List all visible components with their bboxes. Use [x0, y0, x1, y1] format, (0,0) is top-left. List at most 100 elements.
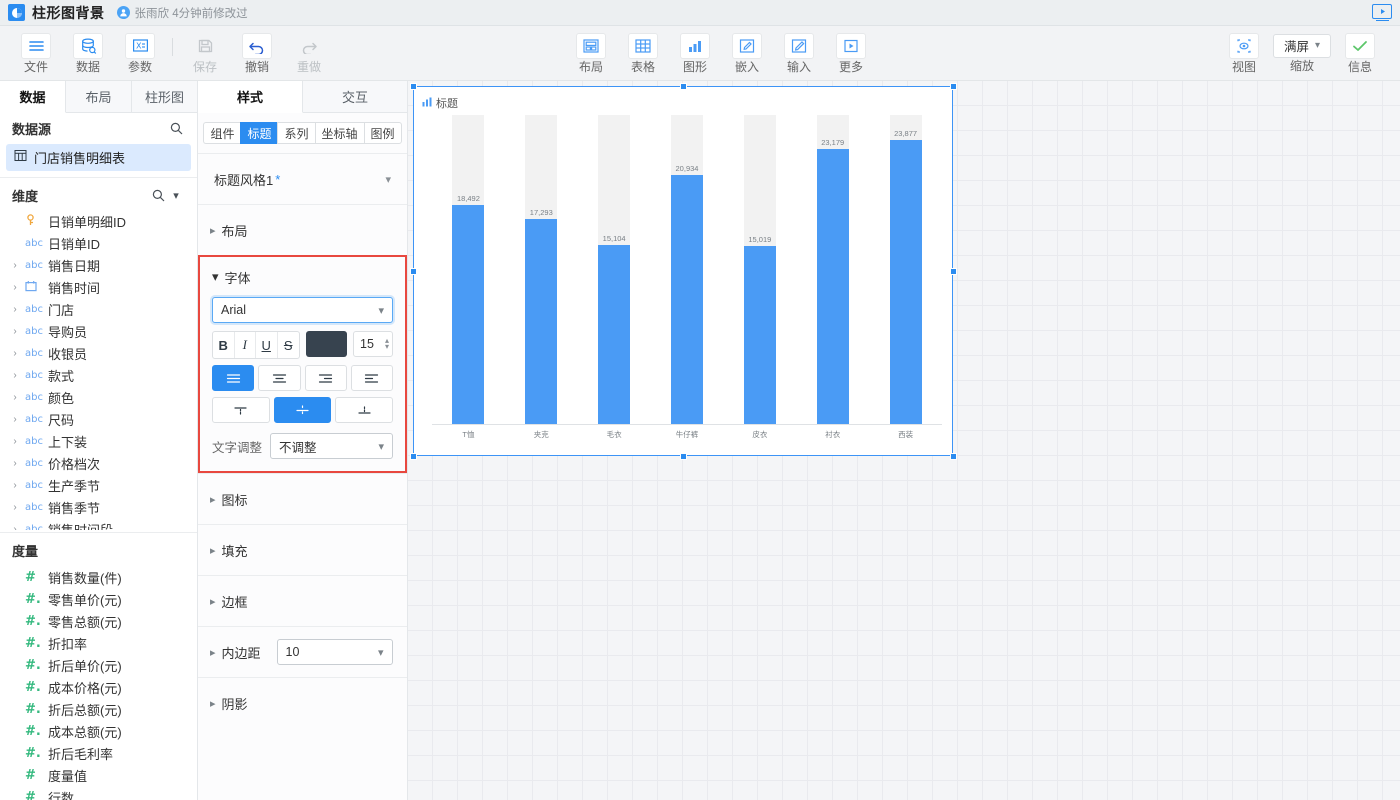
toolbar-item-redo[interactable]: 重做	[283, 33, 335, 74]
toolbar-item-graph[interactable]: 图形	[669, 32, 721, 74]
section-layout[interactable]: ▸ 布局	[198, 204, 407, 255]
tab-style[interactable]: 样式	[198, 81, 303, 113]
resize-handle-middle-right[interactable]	[950, 268, 957, 275]
dimension-field[interactable]: › 销售时间	[0, 277, 197, 299]
present-button[interactable]	[1372, 3, 1392, 22]
dimension-field[interactable]: › abc 生产季节	[0, 475, 197, 497]
dimension-field[interactable]: › abc 价格档次	[0, 453, 197, 475]
strikethrough-button[interactable]: S	[283, 337, 293, 353]
toolbar-item-undo[interactable]: 撤销	[231, 32, 283, 74]
align-center-button[interactable]	[258, 365, 301, 391]
chart-bar-cell[interactable]: 17,293	[505, 115, 578, 425]
section-fill-header[interactable]: ▸ 填充	[198, 525, 407, 575]
toolbar-item-info[interactable]: 信息	[1334, 32, 1386, 74]
chevron-right-icon[interactable]: ›	[13, 370, 17, 382]
measure-field[interactable]: # 度量值	[0, 764, 197, 786]
chart-title[interactable]: 标题	[422, 95, 458, 111]
chart-bar[interactable]	[671, 175, 703, 425]
chevron-down-icon[interactable]: ▾	[173, 189, 179, 202]
section-layout-header[interactable]: ▸ 布局	[198, 205, 407, 255]
measure-field[interactable]: #. 折后毛利率	[0, 742, 197, 764]
align-left-button[interactable]	[350, 365, 393, 391]
resize-handle-bottom-left[interactable]	[410, 453, 417, 460]
section-shadow[interactable]: ▸ 阴影	[198, 677, 407, 728]
dimension-field[interactable]: › abc 门店	[0, 299, 197, 321]
stepper-arrows-icon[interactable]: ▴ ▾	[384, 336, 389, 351]
dimension-field[interactable]: › abc 尺码	[0, 409, 197, 431]
chevron-right-icon[interactable]: ›	[13, 436, 17, 448]
zoom-select[interactable]: 满屏 ▾	[1273, 33, 1331, 58]
chevron-right-icon[interactable]: ›	[13, 392, 17, 404]
tab-bar-chart[interactable]: 柱形图	[132, 81, 197, 113]
chart-bar-cell[interactable]: 20,934	[651, 115, 724, 425]
chevron-right-icon[interactable]: ›	[13, 326, 17, 338]
resize-handle-bottom-right[interactable]	[950, 453, 957, 460]
chart-bar-cell[interactable]: 23,179	[796, 115, 869, 425]
subtab-axis[interactable]: 坐标轴	[314, 122, 364, 144]
padding-select[interactable]: 10 ▾	[276, 639, 393, 665]
section-border-header[interactable]: ▸ 边框	[198, 576, 407, 626]
chevron-right-icon[interactable]: ›	[13, 304, 17, 316]
chevron-right-icon[interactable]: ›	[13, 260, 17, 272]
chevron-right-icon[interactable]: ›	[13, 348, 17, 360]
search-icon[interactable]	[149, 186, 167, 204]
chart-bar[interactable]	[598, 244, 631, 425]
subtab-component[interactable]: 组件	[203, 122, 241, 144]
toolbar-item-view[interactable]: 视图	[1218, 32, 1270, 74]
underline-button[interactable]: U	[256, 332, 278, 358]
font-size-stepper[interactable]: 15 ▴ ▾	[353, 331, 393, 357]
toolbar-item-layout[interactable]: 布局	[565, 32, 617, 74]
dimension-field[interactable]: › abc 上下装	[0, 431, 197, 453]
subtab-series[interactable]: 系列	[277, 122, 315, 144]
chevron-right-icon[interactable]: ›	[13, 458, 17, 470]
tab-interaction[interactable]: 交互	[303, 81, 407, 113]
measure-field[interactable]: #. 折后单价(元)	[0, 654, 197, 676]
chevron-right-icon[interactable]: ›	[13, 282, 17, 294]
dimension-field[interactable]: › abc 销售时间段	[0, 519, 197, 530]
font-color-swatch[interactable]	[305, 331, 348, 357]
datasource-item-selected[interactable]: 门店销售明细表	[6, 143, 191, 172]
measure-field[interactable]: # 销售数量(件)	[0, 566, 197, 588]
align-right-button[interactable]	[304, 365, 347, 391]
align-top-button[interactable]	[212, 397, 270, 423]
measure-field[interactable]: #. 成本总额(元)	[0, 720, 197, 742]
chart-bar-cell[interactable]: 18,492	[432, 115, 505, 425]
measure-field[interactable]: #. 成本价格(元)	[0, 676, 197, 698]
style-preset-select[interactable]: 标题风格1 * ▾	[198, 154, 407, 204]
dimension-field[interactable]: › abc 收银员	[0, 343, 197, 365]
section-padding-header[interactable]: ▸ 内边距 10 ▾	[198, 627, 407, 677]
measure-field[interactable]: # 行数	[0, 786, 197, 800]
chart-component[interactable]: 标题 18,492 17,293 15,104 20,934 15,019 23,179 2…	[410, 83, 957, 460]
dimension-field[interactable]: › abc 销售日期	[0, 255, 197, 277]
toolbar-item-more[interactable]: 更多	[825, 32, 877, 74]
section-border[interactable]: ▸ 边框	[198, 575, 407, 626]
chevron-right-icon[interactable]: ›	[13, 502, 17, 514]
dimension-field[interactable]: 日销单明细ID	[0, 211, 197, 233]
toolbar-item-table[interactable]: 表格	[617, 32, 669, 74]
subtab-title[interactable]: 标题	[240, 122, 278, 144]
section-padding[interactable]: ▸ 内边距 10 ▾	[198, 626, 407, 677]
chart-bar-cell[interactable]: 15,019	[723, 115, 796, 425]
chart-bar[interactable]	[816, 148, 849, 425]
toolbar-item-zoom[interactable]: 满屏 ▾ 缩放	[1270, 33, 1334, 73]
resize-handle-bottom-center[interactable]	[680, 453, 687, 460]
toolbar-item-save[interactable]: 保存	[179, 33, 231, 74]
section-icon-header[interactable]: ▸ 图标	[198, 474, 407, 524]
chart-bar[interactable]	[743, 245, 776, 425]
italic-button[interactable]: I	[235, 332, 256, 358]
resize-handle-top-center[interactable]	[680, 83, 687, 90]
section-icon[interactable]: ▸ 图标	[198, 473, 407, 524]
align-middle-button[interactable]	[273, 397, 332, 423]
chevron-down-icon[interactable]: ▾	[385, 173, 391, 186]
resize-handle-top-right[interactable]	[950, 83, 957, 90]
chart-bar-cell[interactable]: 15,104	[578, 115, 651, 425]
tab-layout[interactable]: 布局	[66, 81, 132, 113]
chevron-right-icon[interactable]: ›	[13, 480, 17, 492]
toolbar-item-parameter[interactable]: X 参数	[114, 32, 166, 74]
measure-field[interactable]: #. 折扣率	[0, 632, 197, 654]
dimension-field[interactable]: › abc 颜色	[0, 387, 197, 409]
align-bottom-button[interactable]	[335, 397, 394, 423]
toolbar-item-file[interactable]: 文件	[10, 32, 62, 74]
bold-button[interactable]: B	[213, 332, 235, 358]
measure-field[interactable]: #. 折后总额(元)	[0, 698, 197, 720]
